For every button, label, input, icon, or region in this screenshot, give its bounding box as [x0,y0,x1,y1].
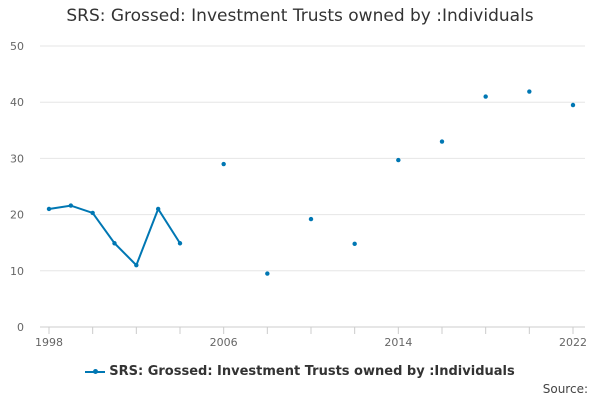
data-point [308,216,314,222]
data-point [90,210,95,216]
legend-label: SRS: Grossed: Investment Trusts owned by… [109,364,515,379]
y-tick-label: 0 [17,321,24,334]
data-point [396,157,401,163]
data-point [112,241,117,246]
x-axis: 1998 2006 2014 2022 [35,326,587,349]
data-point [68,203,74,208]
y-tick-label: 50 [10,40,24,53]
series-layer [46,89,576,276]
y-tick-label: 40 [10,96,24,109]
x-tick-label: 2006 [210,336,238,349]
data-point [570,102,576,108]
data-point [155,206,161,212]
y-tick-label: 10 [10,265,24,278]
grid-lines [40,45,585,272]
x-tick-label: 2014 [384,336,412,349]
data-point [134,262,139,268]
source-label: Source: [542,382,588,396]
chart-title: SRS: Grossed: Investment Trusts owned by… [66,6,534,26]
x-tick-label: 1998 [35,336,63,349]
data-point [221,161,226,167]
data-point [527,89,532,94]
y-axis-ticks: 0 10 20 30 40 50 [10,40,24,334]
y-tick-label: 30 [10,152,24,165]
data-point [483,94,488,99]
x-tick-label: 2022 [559,336,587,349]
data-point [46,206,52,212]
data-point [265,271,270,276]
data-point [352,241,357,247]
data-point [439,139,445,144]
legend-line-marker-icon [85,367,106,377]
legend[interactable]: SRS: Grossed: Investment Trusts owned by… [0,364,600,379]
y-tick-label: 20 [10,209,24,222]
data-point [177,241,183,246]
